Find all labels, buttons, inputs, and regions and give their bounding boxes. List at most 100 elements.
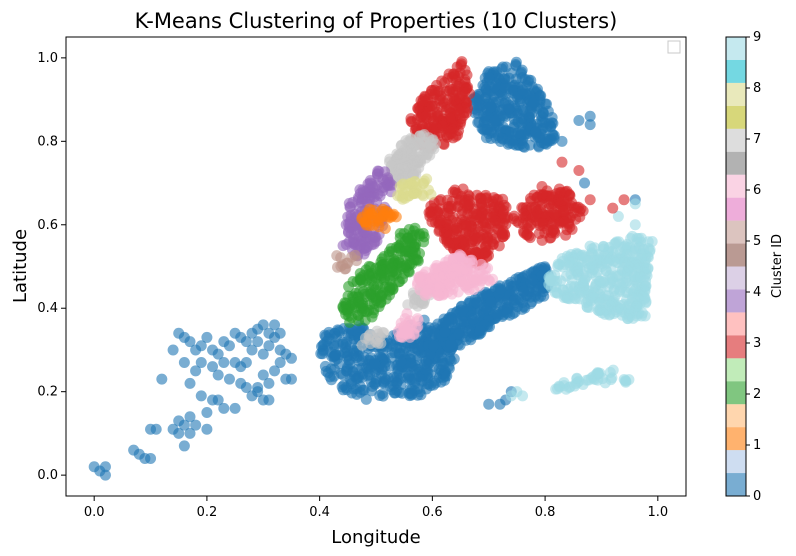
colorbar-label: Cluster ID: [770, 234, 785, 298]
cluster-0-point: [364, 369, 376, 381]
cluster-6-point: [453, 275, 465, 287]
cluster-9-point: [574, 263, 586, 275]
cluster-9-point: [571, 372, 583, 384]
cluster-0-point: [212, 348, 224, 360]
cluster-9-point: [596, 307, 608, 319]
cluster-6-point: [473, 280, 485, 292]
cluster-0-point: [527, 274, 539, 286]
cluster-0-point: [404, 350, 416, 362]
cluster-7-point: [410, 139, 422, 151]
cluster-0-point: [201, 331, 213, 343]
cluster-2-point: [383, 249, 395, 261]
cluster-0-point: [195, 390, 207, 402]
cluster-0-point: [145, 452, 157, 464]
cluster-3-point: [465, 220, 477, 232]
cluster-0-point: [263, 377, 275, 389]
cluster-0-point: [413, 370, 425, 382]
colorbar-frame: [725, 36, 747, 497]
cluster-0-point: [479, 81, 491, 93]
cluster-3-point: [541, 185, 553, 197]
cluster-4-point: [371, 168, 383, 180]
cluster-0-point: [252, 336, 264, 348]
cluster-3-point: [433, 195, 445, 207]
x-tick-label: 0.8: [535, 505, 556, 520]
cluster-0-point: [517, 140, 529, 152]
cluster-0-point: [257, 348, 269, 360]
cluster-8-point: [394, 190, 406, 202]
cluster-6-point: [463, 284, 475, 296]
cluster-3-point: [455, 235, 467, 247]
cluster-0-point: [492, 309, 504, 321]
cluster-0-point: [218, 402, 230, 414]
cluster-0-point: [325, 363, 337, 375]
cluster-1-point: [372, 212, 384, 224]
colorbar-segment: [726, 105, 746, 129]
colorbar-segment: [726, 358, 746, 382]
cluster-5-point: [341, 257, 353, 269]
cluster-0-point: [385, 338, 397, 350]
cluster-7-point: [418, 129, 430, 141]
cluster-0-point: [173, 427, 185, 439]
cluster-3-point: [439, 77, 451, 89]
colorbar-segment: [726, 220, 746, 244]
colorbar-tick-label: 7: [753, 132, 761, 147]
cluster-0-point: [494, 283, 506, 295]
cluster-0-point: [369, 377, 381, 389]
cluster-0-point: [341, 363, 353, 375]
cluster-9-point: [588, 291, 600, 303]
cluster-4-point: [353, 193, 365, 205]
cluster-0-point: [495, 104, 507, 116]
cluster-3-point: [462, 199, 474, 211]
cluster-0-point: [515, 66, 527, 78]
cluster-0-point: [285, 373, 297, 385]
cluster-3-point: [414, 101, 426, 113]
cluster-2-point: [340, 308, 352, 320]
colorbar-segment: [726, 473, 746, 496]
colorbar: 0 1 2 3 4 5 6 7 8 9: [725, 30, 761, 504]
cluster-0-point: [573, 114, 585, 126]
cluster-0-point: [246, 344, 258, 356]
cluster-9-point: [639, 310, 651, 322]
cluster-0-point: [269, 365, 281, 377]
colorbar-tick-label: 9: [753, 30, 761, 45]
cluster-0-point: [507, 138, 519, 150]
cluster-2-point: [401, 232, 413, 244]
cluster-5-point: [331, 250, 343, 262]
cluster-3-point: [564, 221, 576, 233]
cluster-9-point: [619, 375, 631, 387]
cluster-9-point: [639, 256, 651, 268]
cluster-0-point: [516, 117, 528, 129]
cluster-0-point: [184, 336, 196, 348]
cluster-0-point: [240, 382, 252, 394]
cluster-3-point: [482, 233, 494, 245]
cluster-3-point: [584, 194, 596, 206]
cluster-0-point: [463, 325, 475, 337]
y-tick-label: 0.6: [37, 218, 58, 233]
cluster-0-point: [178, 419, 190, 431]
cluster-3-point: [459, 64, 471, 76]
cluster-2-point: [343, 281, 355, 293]
cluster-0-point: [467, 313, 479, 325]
cluster-0-point: [404, 373, 416, 385]
cluster-0-point: [246, 327, 258, 339]
cluster-0-point: [471, 297, 483, 309]
cluster-0-point: [445, 338, 457, 350]
cluster-6-point: [443, 278, 455, 290]
cluster-3-point: [492, 194, 504, 206]
x-tick-label: 1.0: [647, 505, 668, 520]
cluster-0-point: [463, 297, 475, 309]
cluster-0-point: [178, 356, 190, 368]
cluster-0-point: [483, 398, 495, 410]
cluster-6-point: [401, 325, 413, 337]
cluster-0-point: [510, 273, 522, 285]
cluster-0-point: [545, 120, 557, 132]
cluster-0-point: [358, 351, 370, 363]
cluster-9-point: [569, 253, 581, 265]
cluster-9-point: [638, 244, 650, 256]
cluster-0-point: [229, 402, 241, 414]
cluster-0-point: [263, 394, 275, 406]
cluster-2-point: [354, 273, 366, 285]
cluster-3-point: [480, 193, 492, 205]
cluster-0-point: [457, 306, 469, 318]
cluster-0-point: [167, 344, 179, 356]
